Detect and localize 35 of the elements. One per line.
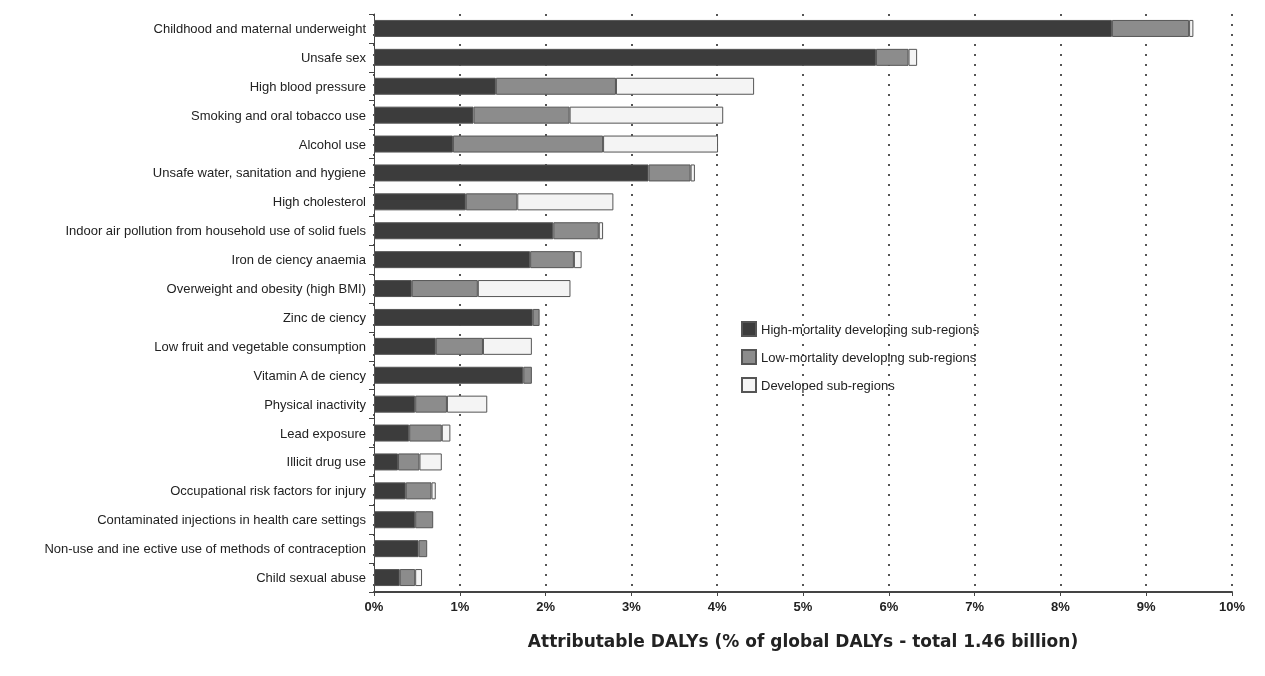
y-tick-label: Smoking and oral tobacco use	[191, 107, 366, 123]
legend-label: Developed sub-regions	[761, 377, 896, 393]
y-tick-label: Occupational risk factors for injury	[170, 483, 367, 499]
x-axis-title: Attributable DALYs (% of global DALYs - total 1.46 billion)	[527, 630, 1079, 651]
legend-label: Low-mortality developing sub-regions	[761, 349, 977, 365]
y-tick-label: Lead exposure	[279, 425, 366, 441]
y-tick-label: Physical inactivity	[264, 396, 367, 412]
legend-label: High-mortality developing sub-regions	[761, 321, 980, 337]
x-tick-label: 7%	[965, 599, 985, 614]
y-tick-label: Iron de ciency anaemia	[231, 252, 367, 268]
x-tick-label: 2%	[536, 599, 556, 614]
x-tick-label: 1%	[450, 599, 470, 614]
y-tick-label: Alcohol use	[298, 136, 366, 152]
x-tick-label: 8%	[1051, 599, 1071, 614]
y-tick-label: Zinc de ciency	[282, 309, 367, 325]
x-tick-label: 10%	[1218, 599, 1246, 614]
y-tick-label: Low fruit and vegetable consumption	[154, 338, 366, 354]
x-tick-label: 5%	[793, 599, 813, 614]
y-tick-label: Unsafe sex	[300, 49, 367, 65]
x-tick-label: 6%	[879, 599, 899, 614]
y-tick-label: Illicit drug use	[286, 454, 366, 470]
y-tick-label: Indoor air pollution from household use of solid fuels	[65, 223, 367, 239]
x-tick-label: 3%	[622, 599, 642, 614]
y-tick-label: Childhood and maternal underweight	[153, 20, 367, 36]
y-tick-label: Child sexual abuse	[256, 570, 366, 586]
x-tick-label: 0%	[364, 599, 384, 614]
y-tick-label: Overweight and obesity (high BMI)	[166, 281, 366, 297]
y-tick-label: High cholesterol	[272, 194, 367, 210]
y-tick-label: High blood pressure	[249, 78, 366, 94]
y-tick-label: Non-use and ine ective use of methods of contraception	[44, 541, 366, 557]
x-tick-label: 9%	[1136, 599, 1157, 614]
x-tick-label: 4%	[707, 599, 728, 614]
y-tick-label: Vitamin A de ciency	[253, 367, 367, 383]
y-tick-label: Contaminated injections in health care settings	[97, 512, 367, 528]
y-tick-label: Unsafe water, sanitation and hygiene	[152, 165, 366, 181]
